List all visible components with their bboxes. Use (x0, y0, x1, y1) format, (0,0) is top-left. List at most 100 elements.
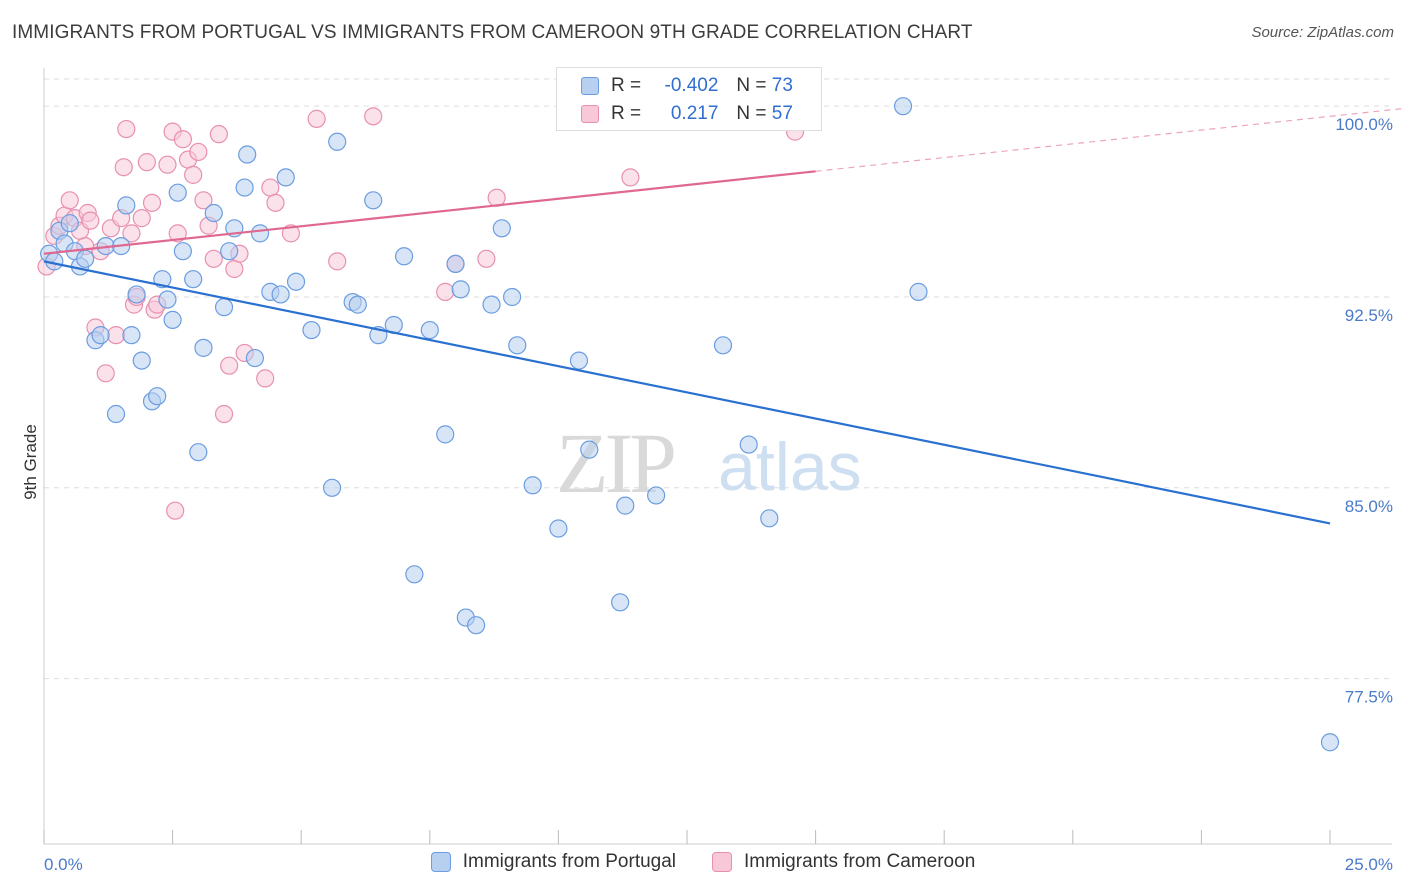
cameroon-point (225, 259, 244, 279)
portugal-point (132, 351, 151, 370)
series-portugal-points (40, 97, 1340, 752)
portugal-point (204, 203, 223, 223)
cameroon-point (122, 224, 141, 243)
legend-n-label: N = (736, 103, 767, 124)
portugal-point (163, 310, 182, 329)
cameroon-trend-line (43, 170, 816, 255)
portugal-point (148, 387, 167, 406)
portugal-point (220, 242, 239, 261)
cameroon-point (256, 369, 275, 388)
portugal-point (508, 336, 527, 355)
cameroon-point (142, 193, 162, 212)
cameroon-point (436, 282, 455, 301)
cameroon-point (209, 125, 228, 144)
y-tick-label: 100.0% (1335, 115, 1393, 134)
portugal-point (466, 616, 486, 635)
cameroon-point (184, 165, 203, 184)
legend-label-portugal: Immigrants from Portugal (462, 851, 677, 872)
portugal-point (492, 219, 511, 238)
y-axis-label: 9th Grade (21, 424, 40, 500)
cameroon-point (117, 119, 136, 139)
x-tick-label: 25.0% (1345, 855, 1393, 874)
trend-lines (43, 107, 1406, 525)
portugal-point (158, 290, 177, 309)
portugal-point (122, 326, 141, 345)
cameroon-point (137, 153, 156, 172)
portugal-point (760, 509, 779, 528)
portugal-point (482, 295, 501, 314)
portugal-trend-line (43, 260, 1331, 525)
portugal-point (60, 214, 79, 233)
portugal-point (235, 178, 254, 197)
portugal-point (91, 326, 110, 345)
cameroon-point (189, 142, 208, 162)
legend-swatch-blue (430, 852, 451, 872)
legend-r-value: 0.217 (670, 103, 719, 124)
legend-item-cameroon[interactable]: Immigrants from Cameroon (712, 851, 975, 873)
cameroon-point (166, 501, 185, 520)
legend-r-label: R = (611, 103, 642, 124)
portugal-point (127, 285, 146, 304)
y-tick-label: 77.5% (1345, 688, 1393, 707)
watermark: ZIP atlas (556, 415, 862, 511)
cameroon-point (214, 404, 234, 424)
cameroon-point (132, 209, 151, 228)
cameroon-point (477, 249, 496, 268)
source-label: Source: ZipAtlas.com (1251, 24, 1394, 41)
cameroon-point (114, 158, 133, 177)
portugal-point (503, 287, 522, 307)
legend-label-cameroon: Immigrants from Cameroon (744, 851, 976, 872)
portugal-point (286, 272, 306, 291)
portugal-point (405, 565, 424, 584)
cameroon-point (96, 364, 115, 383)
portugal-point (523, 476, 542, 495)
stats-legend: R = -0.402 N = 73 R = 0.217 N = 57 (556, 67, 822, 131)
portugal-point (647, 486, 666, 505)
y-tick-label: 92.5% (1345, 306, 1393, 325)
cameroon-point (204, 249, 223, 268)
portugal-point (153, 270, 172, 289)
series-legend: Immigrants from Portugal Immigrants from… (0, 851, 1406, 873)
cameroon-point (60, 191, 79, 210)
portugal-point (569, 351, 589, 370)
portugal-point (214, 298, 234, 317)
axes (43, 68, 1392, 845)
portugal-point (117, 196, 136, 215)
cameroon-point (281, 224, 301, 243)
portugal-point (446, 254, 465, 274)
cameroon-point (621, 168, 640, 187)
portugal-point (364, 191, 383, 210)
y-tick-label: 85.0% (1345, 497, 1393, 516)
legend-n-label: N = (736, 75, 767, 96)
cameroon-point (81, 211, 100, 230)
legend-n-value: 73 (771, 75, 793, 96)
legend-row-portugal: R = -0.402 N = 73 (581, 72, 793, 100)
portugal-point (893, 97, 913, 116)
portugal-point (1320, 733, 1340, 752)
legend-n-value: 57 (771, 103, 793, 124)
cameroon-point (220, 356, 239, 375)
cameroon-point (266, 193, 285, 212)
legend-swatch-pink (712, 852, 733, 872)
portugal-point (611, 593, 630, 612)
portugal-point (451, 280, 470, 299)
portugal-point (549, 519, 568, 538)
portugal-point (328, 132, 347, 151)
cameroon-point (261, 178, 280, 197)
portugal-point (322, 478, 342, 497)
portugal-point (436, 425, 455, 444)
portugal-point (713, 336, 733, 355)
chart-title: IMMIGRANTS FROM PORTUGAL VS IMMIGRANTS F… (12, 22, 973, 43)
portugal-point (194, 338, 213, 357)
tick-labels: 100.0% 92.5% 85.0% 77.5% 0.0% 25.0% (44, 115, 1393, 874)
cameroon-point (158, 155, 177, 174)
portugal-point (76, 249, 95, 268)
legend-swatch-blue (581, 77, 599, 95)
portugal-point (420, 320, 439, 340)
legend-item-portugal[interactable]: Immigrants from Portugal (430, 851, 677, 873)
portugal-point (238, 145, 257, 164)
portugal-point (276, 168, 295, 187)
cameroon-point (328, 252, 347, 271)
portugal-point (173, 242, 192, 261)
